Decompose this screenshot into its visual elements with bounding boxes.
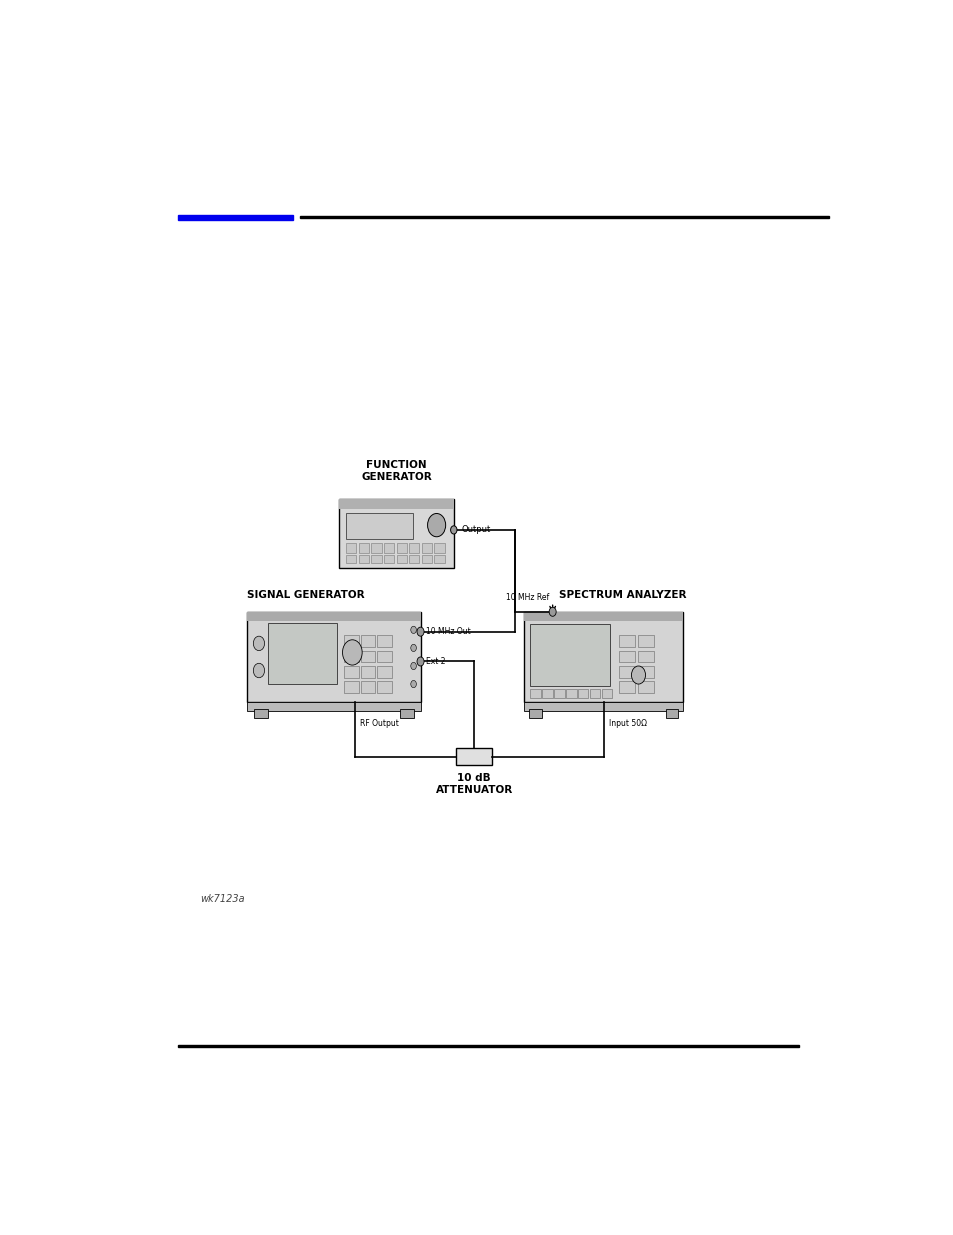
- Text: Ext 2: Ext 2: [426, 657, 445, 666]
- Bar: [376, 682, 392, 693]
- Circle shape: [416, 657, 423, 666]
- Bar: [589, 689, 599, 698]
- Bar: [346, 555, 356, 563]
- Bar: [541, 689, 552, 698]
- Bar: [578, 689, 588, 698]
- Text: 10 MHz Ref: 10 MHz Ref: [505, 593, 548, 603]
- Bar: [346, 543, 356, 552]
- Circle shape: [411, 680, 416, 688]
- Circle shape: [342, 640, 362, 666]
- Bar: [434, 555, 444, 563]
- Circle shape: [549, 608, 556, 616]
- Bar: [339, 499, 454, 509]
- Bar: [637, 682, 653, 693]
- Bar: [360, 682, 375, 693]
- Text: Output: Output: [460, 525, 490, 535]
- Bar: [371, 555, 381, 563]
- Bar: [383, 543, 394, 552]
- Bar: [268, 622, 336, 684]
- Bar: [421, 555, 432, 563]
- Text: FUNCTION
GENERATOR: FUNCTION GENERATOR: [361, 461, 432, 482]
- Circle shape: [416, 627, 423, 636]
- Bar: [618, 651, 635, 662]
- Bar: [360, 651, 375, 662]
- Bar: [665, 709, 678, 719]
- Bar: [530, 689, 540, 698]
- Bar: [178, 215, 293, 220]
- Bar: [344, 651, 358, 662]
- Bar: [371, 543, 381, 552]
- Bar: [554, 689, 564, 698]
- Bar: [344, 666, 358, 678]
- Bar: [637, 635, 653, 647]
- Text: Input 50Ω: Input 50Ω: [609, 719, 647, 729]
- Bar: [456, 748, 492, 766]
- Bar: [383, 555, 394, 563]
- Bar: [421, 543, 432, 552]
- Bar: [344, 635, 358, 647]
- Bar: [409, 555, 419, 563]
- Bar: [300, 216, 828, 219]
- Bar: [358, 543, 369, 552]
- Circle shape: [411, 626, 416, 634]
- Bar: [399, 709, 414, 719]
- Bar: [523, 611, 682, 703]
- Circle shape: [253, 663, 264, 678]
- Text: RF Output: RF Output: [360, 719, 399, 729]
- Bar: [376, 651, 392, 662]
- Bar: [396, 555, 406, 563]
- Circle shape: [427, 514, 445, 537]
- Bar: [565, 689, 576, 698]
- Bar: [637, 651, 653, 662]
- Bar: [376, 666, 392, 678]
- Bar: [523, 703, 682, 711]
- Bar: [344, 682, 358, 693]
- Bar: [339, 499, 454, 568]
- Circle shape: [450, 526, 456, 534]
- Bar: [618, 682, 635, 693]
- Text: SIGNAL GENERATOR: SIGNAL GENERATOR: [247, 590, 364, 600]
- Text: SPECTRUM ANALYZER: SPECTRUM ANALYZER: [558, 590, 686, 600]
- Bar: [247, 703, 420, 711]
- Text: 10 MHz Out: 10 MHz Out: [426, 627, 471, 636]
- Bar: [523, 611, 682, 621]
- Bar: [434, 543, 444, 552]
- Bar: [396, 543, 406, 552]
- Bar: [376, 635, 392, 647]
- Bar: [360, 666, 375, 678]
- Bar: [637, 666, 653, 678]
- Bar: [247, 611, 420, 703]
- Bar: [253, 709, 268, 719]
- Bar: [618, 666, 635, 678]
- Circle shape: [411, 662, 416, 669]
- Bar: [358, 555, 369, 563]
- Bar: [601, 689, 612, 698]
- Bar: [360, 635, 375, 647]
- Text: wk7123a: wk7123a: [200, 894, 245, 904]
- Bar: [409, 543, 419, 552]
- Circle shape: [411, 645, 416, 652]
- Bar: [247, 611, 420, 621]
- Bar: [528, 709, 541, 719]
- Circle shape: [631, 666, 645, 684]
- Bar: [346, 513, 412, 538]
- Bar: [618, 635, 635, 647]
- Bar: [530, 625, 609, 685]
- Text: 10 dB
ATTENUATOR: 10 dB ATTENUATOR: [436, 773, 512, 794]
- Circle shape: [253, 636, 264, 651]
- Bar: [178, 1045, 799, 1047]
